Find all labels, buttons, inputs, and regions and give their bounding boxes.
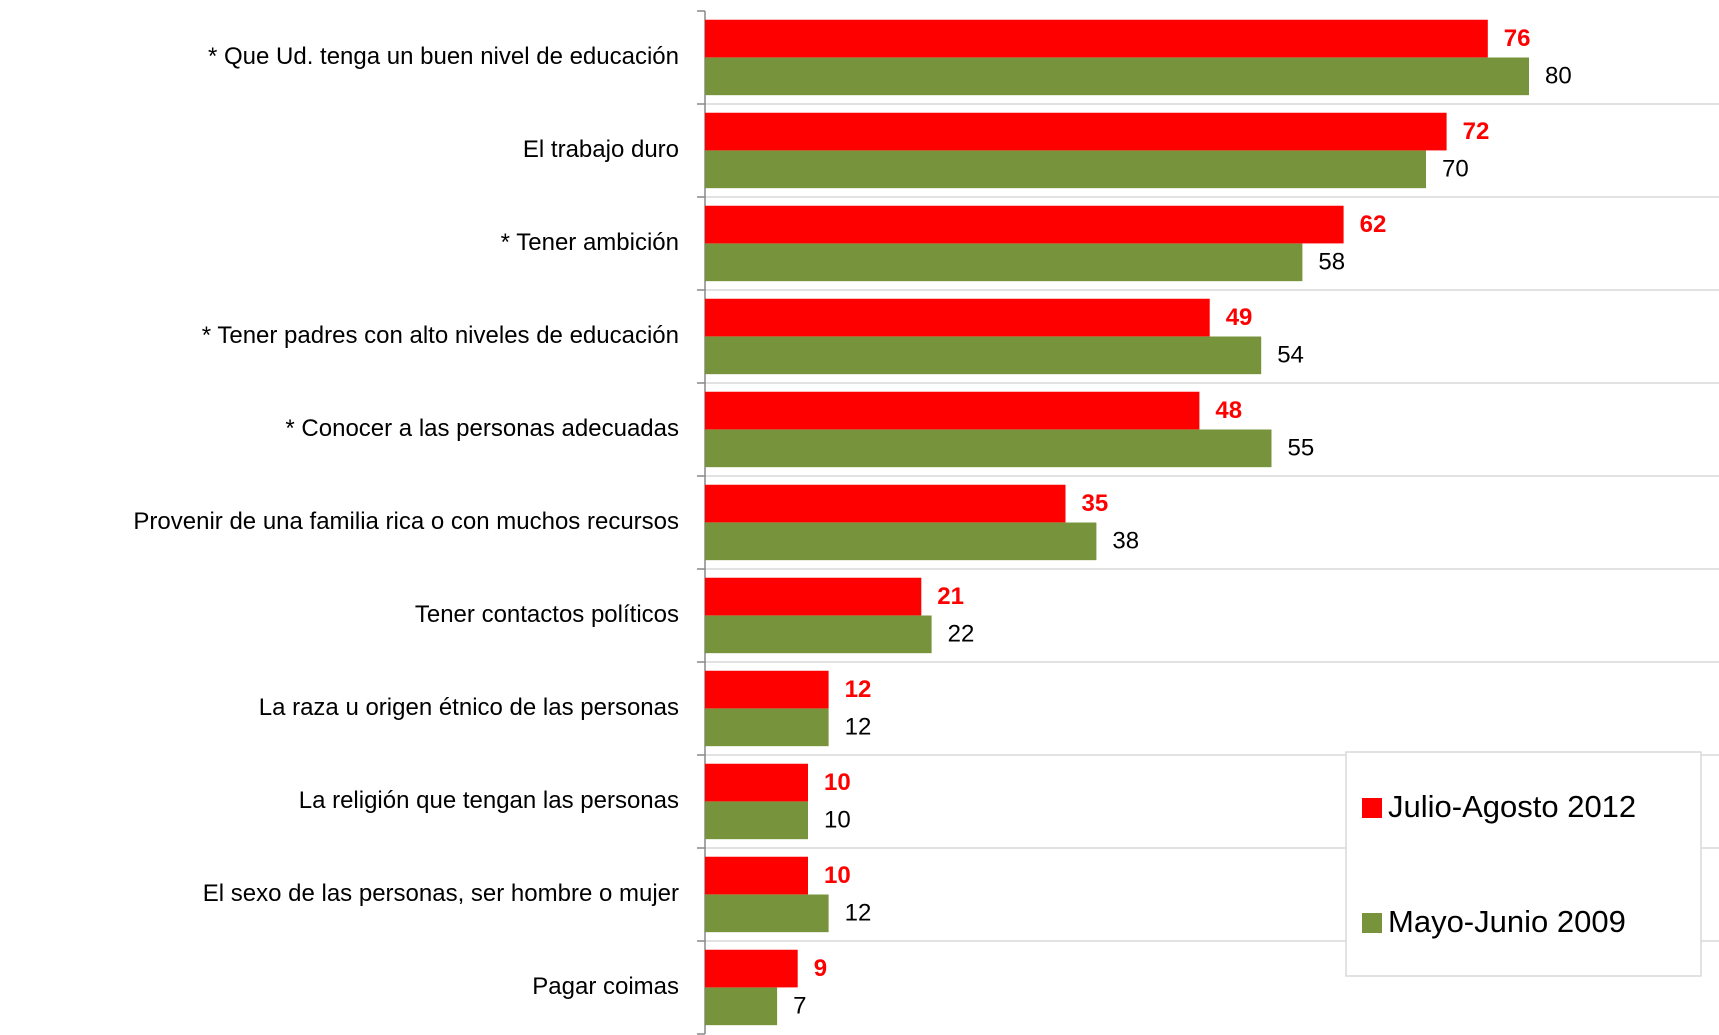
bar [705, 19, 1488, 58]
bar [705, 801, 808, 840]
bar [705, 856, 808, 895]
bar [705, 484, 1066, 523]
category-label: * Tener ambición [501, 229, 679, 256]
data-label: 21 [937, 583, 964, 610]
data-label: 35 [1082, 490, 1109, 517]
bar [705, 670, 829, 709]
bar [705, 150, 1426, 189]
bar [705, 57, 1529, 96]
data-label: 76 [1504, 25, 1531, 52]
bar [705, 336, 1262, 375]
data-label: 48 [1215, 397, 1242, 424]
category-label: Pagar coimas [532, 973, 679, 1000]
bar [705, 763, 808, 802]
data-label: 7 [793, 993, 806, 1020]
data-label: 22 [948, 621, 975, 648]
bar [705, 522, 1097, 561]
data-label: 12 [845, 900, 872, 927]
data-label: 38 [1112, 528, 1139, 555]
data-label: 70 [1442, 156, 1469, 183]
data-label: 10 [824, 807, 851, 834]
bar [705, 243, 1303, 282]
category-label: Tener contactos políticos [415, 601, 679, 628]
data-label: 10 [824, 769, 851, 796]
category-label: La religión que tengan las personas [299, 787, 679, 814]
legend-swatch [1362, 798, 1382, 818]
bar [705, 894, 829, 933]
category-label: * Conocer a las personas adecuadas [285, 415, 679, 442]
bar [705, 112, 1447, 151]
data-label: 80 [1545, 63, 1572, 90]
data-label: 55 [1288, 435, 1315, 462]
legend-swatch [1362, 913, 1382, 933]
bar [705, 391, 1200, 430]
legend-box [1345, 751, 1702, 977]
bar [705, 577, 922, 616]
data-label: 72 [1463, 118, 1490, 145]
bar [705, 205, 1344, 244]
category-label: Provenir de una familia rica o con mucho… [133, 508, 679, 535]
category-label: * Que Ud. tenga un buen nivel de educaci… [208, 43, 679, 70]
bar [705, 429, 1272, 468]
bar [705, 615, 932, 654]
data-label: 9 [814, 955, 827, 982]
legend-label: Julio-Agosto 2012 [1388, 789, 1636, 824]
legend-label: Mayo-Junio 2009 [1388, 904, 1626, 939]
data-label: 12 [845, 714, 872, 741]
bar [705, 708, 829, 747]
data-label: 62 [1360, 211, 1387, 238]
data-label: 54 [1277, 342, 1304, 369]
bar [705, 298, 1210, 337]
bar [705, 987, 778, 1026]
category-label: La raza u origen étnico de las personas [259, 694, 679, 721]
data-label: 10 [824, 862, 851, 889]
category-label: * Tener padres con alto niveles de educa… [202, 322, 679, 349]
data-label: 58 [1318, 249, 1345, 276]
data-label: 49 [1226, 304, 1253, 331]
data-label: 12 [845, 676, 872, 703]
category-label: El sexo de las personas, ser hombre o mu… [203, 880, 679, 907]
category-label: El trabajo duro [523, 136, 679, 163]
bar [705, 949, 798, 988]
